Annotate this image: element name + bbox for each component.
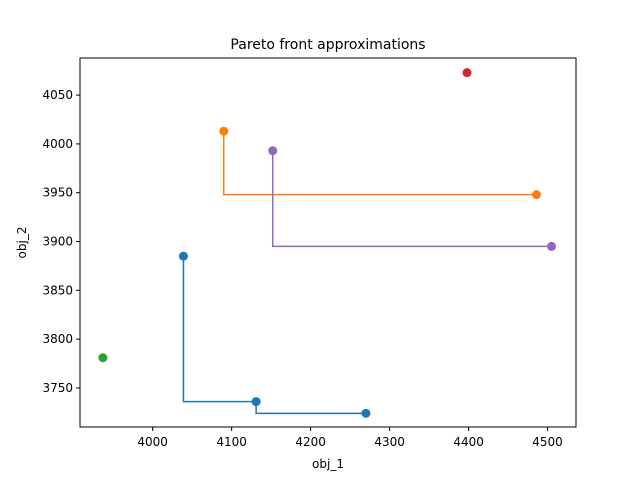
series-3-point-0 — [462, 68, 472, 78]
chart-axes: 4000 4100 4200 4300 4400 4500 3750 3800 3850 3900… — [42, 88, 562, 449]
plot-area-frame — [79, 57, 577, 428]
series-0-point-2 — [361, 408, 371, 418]
x-tick-label: 4100 — [216, 435, 247, 449]
chart-marks — [98, 68, 557, 418]
y-tick-label: 3750 — [42, 381, 73, 395]
series-1-point-1 — [532, 190, 542, 200]
x-axis-label: obj_1 — [312, 457, 344, 471]
series-0-point-1 — [251, 397, 261, 407]
series-0-point-0 — [178, 251, 188, 261]
y-tick-label: 4050 — [42, 88, 73, 102]
y-tick-label: 4000 — [42, 137, 73, 151]
series-2-point-0 — [98, 353, 108, 363]
y-tick-label: 3850 — [42, 283, 73, 297]
chart-title: Pareto front approximations — [230, 37, 425, 53]
series-1-point-0 — [219, 126, 229, 136]
y-tick-label: 3950 — [42, 186, 73, 200]
series-4-point-0 — [268, 146, 278, 156]
x-tick-label: 4000 — [137, 435, 168, 449]
series-1-line — [222, 131, 537, 196]
x-tick-label: 4200 — [295, 435, 326, 449]
series-4-line — [271, 150, 552, 248]
x-tick-label: 4400 — [453, 435, 484, 449]
x-tick-label: 4300 — [374, 435, 405, 449]
y-tick-label: 3800 — [42, 332, 73, 346]
y-axis-label: obj_2 — [15, 227, 29, 259]
series-4-point-1 — [547, 241, 557, 251]
x-tick-label: 4500 — [532, 435, 563, 449]
y-tick-label: 3900 — [42, 235, 73, 249]
